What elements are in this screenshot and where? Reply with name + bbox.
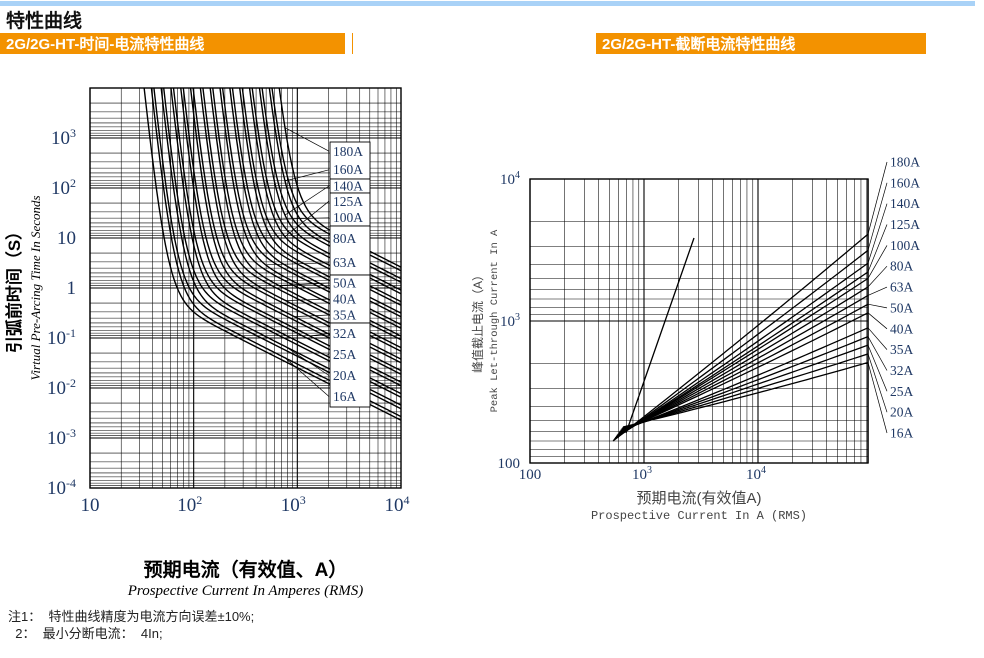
svg-text:10-1: 10-1 — [47, 326, 76, 349]
svg-text:预期电流(有效值A): 预期电流(有效值A) — [637, 490, 762, 507]
svg-text:103: 103 — [500, 312, 520, 330]
svg-text:Peak Let-through Current In A: Peak Let-through Current In A — [489, 229, 501, 412]
svg-text:峰值截止电流（A）: 峰值截止电流（A） — [470, 269, 485, 373]
svg-text:140A: 140A — [333, 179, 363, 194]
svg-text:1: 1 — [67, 278, 77, 299]
svg-text:预期电流（有效值、A）: 预期电流（有效值、A） — [144, 558, 348, 581]
svg-text:32A: 32A — [890, 363, 914, 378]
svg-text:100: 100 — [519, 467, 542, 483]
svg-text:104: 104 — [746, 465, 766, 483]
svg-text:63A: 63A — [890, 280, 914, 295]
svg-text:125A: 125A — [890, 217, 920, 232]
svg-text:100A: 100A — [890, 238, 920, 253]
svg-text:104: 104 — [500, 170, 520, 188]
svg-text:10: 10 — [57, 228, 76, 249]
svg-text:16A: 16A — [333, 389, 357, 404]
svg-text:104: 104 — [385, 493, 410, 516]
svg-text:40A: 40A — [890, 321, 914, 336]
svg-text:80A: 80A — [890, 259, 914, 274]
svg-text:180A: 180A — [890, 155, 920, 170]
svg-text:125A: 125A — [333, 194, 363, 209]
svg-text:10-3: 10-3 — [47, 426, 76, 449]
svg-text:50A: 50A — [890, 300, 914, 315]
svg-text:25A: 25A — [890, 384, 914, 399]
svg-text:引弧前时间（S）: 引弧前时间（S） — [4, 223, 24, 353]
svg-text:80A: 80A — [333, 231, 357, 246]
svg-text:102: 102 — [177, 493, 202, 516]
svg-text:35A: 35A — [333, 308, 357, 323]
svg-text:103: 103 — [51, 126, 76, 149]
svg-text:100A: 100A — [333, 210, 363, 225]
svg-text:Prospective Current In Amperes: Prospective Current In Amperes (RMS) — [127, 583, 364, 599]
svg-text:20A: 20A — [333, 368, 357, 383]
svg-text:100: 100 — [498, 456, 521, 472]
svg-text:Prospective Current In A (RMS): Prospective Current In A (RMS) — [591, 509, 807, 523]
svg-text:160A: 160A — [333, 162, 363, 177]
svg-text:40A: 40A — [333, 292, 357, 307]
svg-text:Virtual Pre-Arcing Time In Sec: Virtual Pre-Arcing Time In Seconds — [28, 195, 43, 380]
svg-text:35A: 35A — [890, 342, 914, 357]
svg-text:10: 10 — [81, 495, 100, 516]
svg-text:103: 103 — [281, 493, 306, 516]
svg-text:50A: 50A — [333, 276, 357, 291]
svg-text:180A: 180A — [333, 144, 363, 159]
svg-text:140A: 140A — [890, 196, 920, 211]
svg-text:20A: 20A — [890, 405, 914, 420]
svg-text:25A: 25A — [333, 347, 357, 362]
svg-text:103: 103 — [632, 465, 652, 483]
svg-text:10-4: 10-4 — [47, 476, 76, 499]
svg-text:102: 102 — [51, 176, 76, 199]
svg-text:160A: 160A — [890, 175, 920, 190]
svg-text:32A: 32A — [333, 326, 357, 341]
svg-text:16A: 16A — [890, 426, 914, 441]
svg-text:10-2: 10-2 — [47, 376, 76, 399]
svg-text:63A: 63A — [333, 255, 357, 270]
